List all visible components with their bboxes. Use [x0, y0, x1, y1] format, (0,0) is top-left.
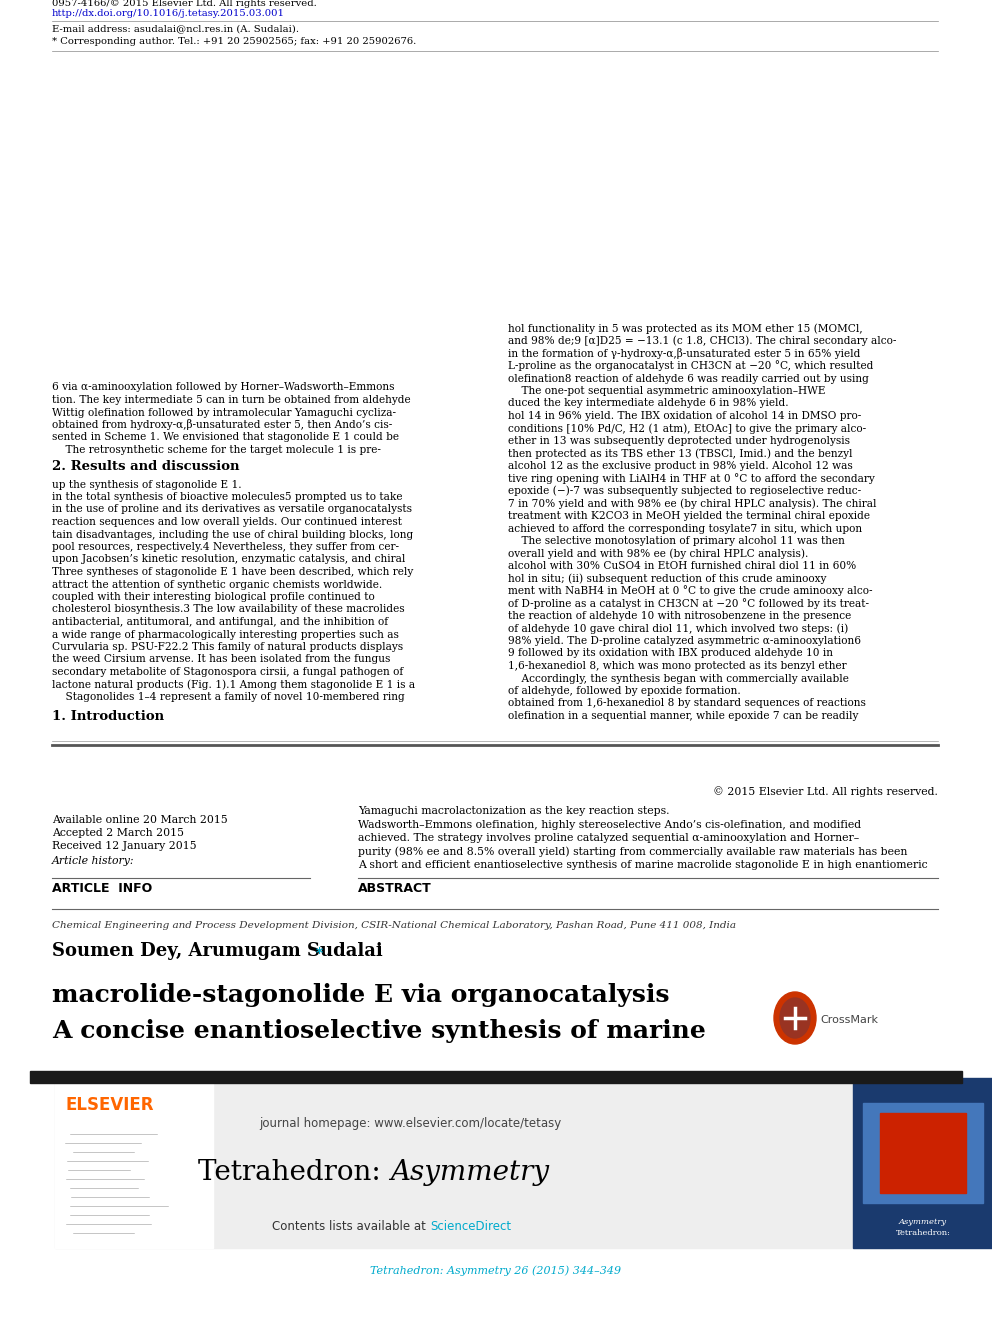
Text: tion. The key intermediate 5 can in turn be obtained from aldehyde: tion. The key intermediate 5 can in turn… [52, 396, 411, 405]
Text: Accepted 2 March 2015: Accepted 2 March 2015 [52, 828, 184, 837]
Bar [55, 1078, 213, 1248]
Text: lactone natural products (Fig. 1).1 Among them stagonolide E 1 is a: lactone natural products (Fig. 1).1 Amon… [52, 679, 415, 689]
Text: Contents lists available at: Contents lists available at [273, 1220, 430, 1233]
Bar [863, 1103, 983, 1203]
Text: duced the key intermediate aldehyde 6 in 98% yield.: duced the key intermediate aldehyde 6 in… [508, 398, 789, 409]
Text: The selective monotosylation of primary alcohol 11 was then: The selective monotosylation of primary … [508, 536, 845, 546]
Text: ELSEVIER: ELSEVIER [65, 1095, 154, 1114]
Text: obtained from hydroxy-α,β-unsaturated ester 5, then Ando’s cis-: obtained from hydroxy-α,β-unsaturated es… [52, 419, 392, 430]
Text: then protected as its TBS ether 13 (TBSCl, Imid.) and the benzyl: then protected as its TBS ether 13 (TBSC… [508, 448, 852, 459]
Text: achieved to afford the corresponding tosylate7 in situ, which upon: achieved to afford the corresponding tos… [508, 524, 862, 533]
Text: tive ring opening with LiAlH4 in THF at 0 °C to afford the secondary: tive ring opening with LiAlH4 in THF at … [508, 474, 875, 484]
Text: CrossMark: CrossMark [820, 1015, 878, 1025]
Text: achieved. The strategy involves proline catalyzed sequential α-aminooxylation an: achieved. The strategy involves proline … [358, 833, 859, 843]
Text: in the formation of γ-hydroxy-α,β-unsaturated ester 5 in 65% yield: in the formation of γ-hydroxy-α,β-unsatu… [508, 348, 860, 359]
Text: The retrosynthetic scheme for the target molecule 1 is pre-: The retrosynthetic scheme for the target… [52, 445, 381, 455]
Text: pool resources, respectively.4 Nevertheless, they suffer from cer-: pool resources, respectively.4 Neverthel… [52, 542, 399, 552]
Text: hol functionality in 5 was protected as its MOM ether 15 (MOMCl,: hol functionality in 5 was protected as … [508, 323, 863, 333]
Text: L-proline as the organocatalyst in CH3CN at −20 °C, which resulted: L-proline as the organocatalyst in CH3CN… [508, 361, 873, 372]
Text: Curvularia sp. PSU-F22.2 This family of natural products displays: Curvularia sp. PSU-F22.2 This family of … [52, 642, 403, 652]
Text: olefination in a sequential manner, while epoxide 7 can be readily: olefination in a sequential manner, whil… [508, 710, 858, 721]
Text: Asymmetry: Asymmetry [899, 1218, 947, 1226]
Text: of aldehyde, followed by epoxide formation.: of aldehyde, followed by epoxide formati… [508, 687, 741, 696]
Text: Accordingly, the synthesis began with commercially available: Accordingly, the synthesis began with co… [508, 673, 849, 684]
Text: Wittig olefination followed by intramolecular Yamaguchi cycliza-: Wittig olefination followed by intramole… [52, 407, 396, 418]
Text: the weed Cirsium arvense. It has been isolated from the fungus: the weed Cirsium arvense. It has been is… [52, 655, 391, 664]
Text: Soumen Dey, Arumugam Sudalai: Soumen Dey, Arumugam Sudalai [52, 942, 383, 960]
Text: Wadsworth–Emmons olefination, highly stereoselective Ando’s cis-olefination, and: Wadsworth–Emmons olefination, highly ste… [358, 819, 861, 830]
Text: reaction sequences and low overall yields. Our continued interest: reaction sequences and low overall yield… [52, 517, 402, 527]
Text: cholesterol biosynthesis.3 The low availability of these macrolides: cholesterol biosynthesis.3 The low avail… [52, 605, 405, 614]
Text: in the use of proline and its derivatives as versatile organocatalysts: in the use of proline and its derivative… [52, 504, 412, 515]
Text: 7 in 70% yield and with 98% ee (by chiral HPLC analysis). The chiral: 7 in 70% yield and with 98% ee (by chira… [508, 499, 877, 509]
Text: epoxide (−)-7 was subsequently subjected to regioselective reduc-: epoxide (−)-7 was subsequently subjected… [508, 486, 861, 496]
Text: Article history:: Article history: [52, 856, 135, 867]
Text: 0957-4166/© 2015 Elsevier Ltd. All rights reserved.: 0957-4166/© 2015 Elsevier Ltd. All right… [52, 0, 316, 8]
Text: up the synthesis of stagonolide E 1.: up the synthesis of stagonolide E 1. [52, 479, 242, 490]
Text: obtained from 1,6-hexanediol 8 by standard sequences of reactions: obtained from 1,6-hexanediol 8 by standa… [508, 699, 866, 709]
Text: the reaction of aldehyde 10 with nitrosobenzene in the presence: the reaction of aldehyde 10 with nitroso… [508, 611, 851, 620]
Text: © 2015 Elsevier Ltd. All rights reserved.: © 2015 Elsevier Ltd. All rights reserved… [713, 786, 938, 796]
Text: 1,6-hexanediol 8, which was mono protected as its benzyl ether: 1,6-hexanediol 8, which was mono protect… [508, 662, 846, 671]
Text: purity (98% ee and 8.5% overall yield) starting from commercially available raw : purity (98% ee and 8.5% overall yield) s… [358, 847, 908, 857]
Text: sented in Scheme 1. We envisioned that stagonolide E 1 could be: sented in Scheme 1. We envisioned that s… [52, 433, 399, 442]
Text: conditions [10% Pd/C, H2 (1 atm), EtOAc] to give the primary alco-: conditions [10% Pd/C, H2 (1 atm), EtOAc]… [508, 423, 866, 434]
Text: of aldehyde 10 gave chiral diol 11, which involved two steps: (i): of aldehyde 10 gave chiral diol 11, whic… [508, 623, 848, 634]
Text: *: * [316, 946, 323, 960]
Text: ABSTRACT: ABSTRACT [358, 881, 432, 894]
Text: Stagonolides 1–4 represent a family of novel 10-membered ring: Stagonolides 1–4 represent a family of n… [52, 692, 405, 703]
Bar [30, 1072, 962, 1084]
Text: upon Jacobsen’s kinetic resolution, enzymatic catalysis, and chiral: upon Jacobsen’s kinetic resolution, enzy… [52, 554, 406, 565]
Text: hol 14 in 96% yield. The IBX oxidation of alcohol 14 in DMSO pro-: hol 14 in 96% yield. The IBX oxidation o… [508, 411, 861, 421]
Text: The one-pot sequential asymmetric aminooxylation–HWE: The one-pot sequential asymmetric aminoo… [508, 386, 825, 396]
Text: Yamaguchi macrolactonization as the key reaction steps.: Yamaguchi macrolactonization as the key … [358, 806, 670, 816]
Text: alcohol with 30% CuSO4 in EtOH furnished chiral diol 11 in 60%: alcohol with 30% CuSO4 in EtOH furnished… [508, 561, 856, 572]
Text: ment with NaBH4 in MeOH at 0 °C to give the crude aminooxy alco-: ment with NaBH4 in MeOH at 0 °C to give … [508, 586, 873, 597]
Text: Available online 20 March 2015: Available online 20 March 2015 [52, 815, 228, 826]
Text: secondary metabolite of Stagonospora cirsii, a fungal pathogen of: secondary metabolite of Stagonospora cir… [52, 667, 404, 677]
Text: of D-proline as a catalyst in CH3CN at −20 °C followed by its treat-: of D-proline as a catalyst in CH3CN at −… [508, 598, 869, 609]
Text: tain disadvantages, including the use of chiral building blocks, long: tain disadvantages, including the use of… [52, 529, 414, 540]
Text: Asymmetry: Asymmetry [390, 1159, 549, 1187]
Text: * Corresponding author. Tel.: +91 20 25902565; fax: +91 20 25902676.: * Corresponding author. Tel.: +91 20 259… [52, 37, 417, 45]
Text: ether in 13 was subsequently deprotected under hydrogenolysis: ether in 13 was subsequently deprotected… [508, 437, 850, 446]
Text: and 98% de;9 [α]D25 = −13.1 (c 1.8, CHCl3). The chiral secondary alco-: and 98% de;9 [α]D25 = −13.1 (c 1.8, CHCl… [508, 336, 897, 347]
Text: Tetrahedron: Asymmetry 26 (2015) 344–349: Tetrahedron: Asymmetry 26 (2015) 344–349 [370, 1266, 622, 1277]
Text: 1. Introduction: 1. Introduction [52, 709, 164, 722]
Text: 98% yield. The D-proline catalyzed asymmetric α-aminooxylation6: 98% yield. The D-proline catalyzed asymm… [508, 636, 861, 646]
Text: ScienceDirect: ScienceDirect [430, 1220, 511, 1233]
Text: macrolide-stagonolide E via organocatalysis: macrolide-stagonolide E via organocataly… [52, 983, 670, 1007]
Text: treatment with K2CO3 in MeOH yielded the terminal chiral epoxide: treatment with K2CO3 in MeOH yielded the… [508, 511, 870, 521]
Text: in the total synthesis of bioactive molecules5 prompted us to take: in the total synthesis of bioactive mole… [52, 492, 403, 501]
Text: attract the attention of synthetic organic chemists worldwide.: attract the attention of synthetic organ… [52, 579, 382, 590]
Text: Chemical Engineering and Process Development Division, CSIR-National Chemical La: Chemical Engineering and Process Develop… [52, 921, 736, 930]
Text: Received 12 January 2015: Received 12 January 2015 [52, 841, 196, 851]
Ellipse shape [780, 998, 810, 1039]
Bar [0, 1248, 992, 1323]
Text: overall yield and with 98% ee (by chiral HPLC analysis).: overall yield and with 98% ee (by chiral… [508, 548, 808, 558]
Text: 9 followed by its oxidation with IBX produced aldehyde 10 in: 9 followed by its oxidation with IBX pro… [508, 648, 833, 659]
Bar [55, 1078, 893, 1248]
Text: E-mail address: asudalai@ncl.res.in (A. Sudalai).: E-mail address: asudalai@ncl.res.in (A. … [52, 25, 299, 33]
Text: Tetrahedron:: Tetrahedron: [896, 1229, 950, 1237]
Text: Three syntheses of stagonolide E 1 have been described, which rely: Three syntheses of stagonolide E 1 have … [52, 568, 414, 577]
Text: alcohol 12 as the exclusive product in 98% yield. Alcohol 12 was: alcohol 12 as the exclusive product in 9… [508, 460, 853, 471]
Text: ARTICLE  INFO: ARTICLE INFO [52, 881, 152, 894]
Text: antibacterial, antitumoral, and antifungal, and the inhibition of: antibacterial, antitumoral, and antifung… [52, 617, 388, 627]
Text: hol in situ; (ii) subsequent reduction of this crude aminooxy: hol in situ; (ii) subsequent reduction o… [508, 573, 826, 583]
Text: 2. Results and discussion: 2. Results and discussion [52, 459, 239, 472]
Text: 6 via α-aminooxylation followed by Horner–Wadsworth–Emmons: 6 via α-aminooxylation followed by Horne… [52, 382, 395, 393]
Text: coupled with their interesting biological profile continued to: coupled with their interesting biologica… [52, 591, 375, 602]
Text: A short and efficient enantioselective synthesis of marine macrolide stagonolide: A short and efficient enantioselective s… [358, 860, 928, 871]
Text: Tetrahedron:: Tetrahedron: [198, 1159, 390, 1187]
Text: journal homepage: www.elsevier.com/locate/tetasy: journal homepage: www.elsevier.com/locat… [259, 1117, 561, 1130]
Text: A concise enantioselective synthesis of marine: A concise enantioselective synthesis of … [52, 1019, 706, 1043]
Text: olefination8 reaction of aldehyde 6 was readily carried out by using: olefination8 reaction of aldehyde 6 was … [508, 373, 869, 384]
Bar [853, 1078, 992, 1248]
Bar [880, 1113, 966, 1193]
Ellipse shape [774, 992, 816, 1044]
Text: a wide range of pharmacologically interesting properties such as: a wide range of pharmacologically intere… [52, 630, 399, 639]
Text: http://dx.doi.org/10.1016/j.tetasy.2015.03.001: http://dx.doi.org/10.1016/j.tetasy.2015.… [52, 8, 285, 17]
